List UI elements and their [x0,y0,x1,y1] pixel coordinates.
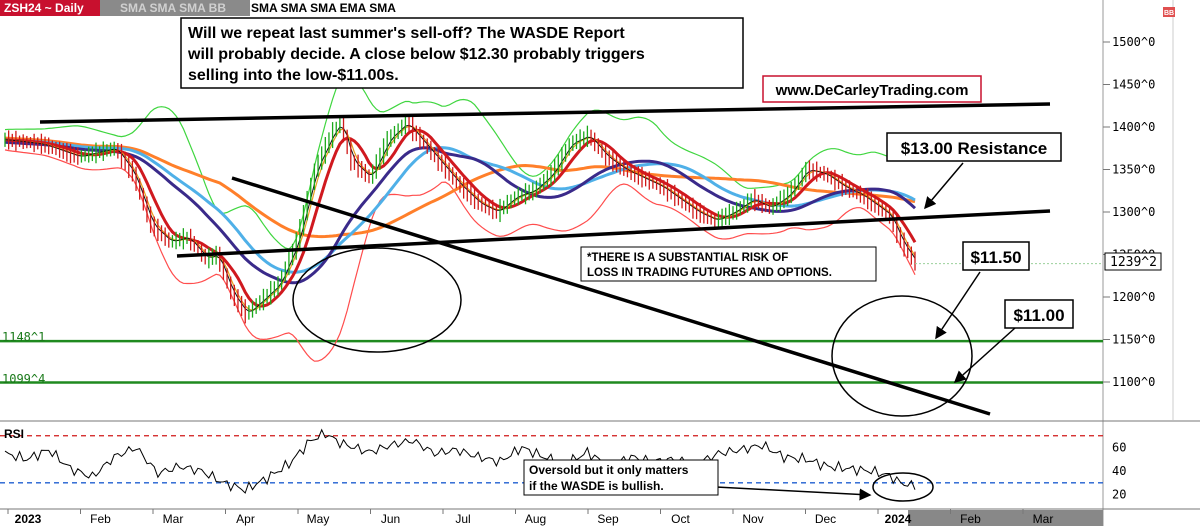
time-tick-label: 2023 [15,512,42,526]
time-tick-label: Jun [381,512,400,526]
future-time-band [908,510,1103,526]
rsi-tick-label: 60 [1112,441,1126,455]
rsi-label: RSI [4,427,24,441]
last-price-tag-box [1104,252,1162,271]
price-tick-label: 1350^0 [1112,163,1155,177]
price-tick-label: 1100^0 [1112,375,1155,389]
price-tick-label: 1450^0 [1112,78,1155,92]
headline-line-2: will probably decide. A close below $12.… [187,46,645,63]
price-tick-label: 1200^0 [1112,290,1155,304]
headline-box [180,17,744,89]
ema-line [4,140,917,285]
corner-badge-text: BB [1164,10,1174,17]
headline-line-3: selling into the low-$11.00s. [188,67,399,84]
indicator-list-gray: SMA SMA SMA BB [120,1,226,15]
time-tick-label: Nov [742,512,763,526]
website-link[interactable]: www.DeCarleyTrading.com [775,82,969,99]
time-tick-label: 2024 [885,512,912,526]
grid-layer [0,339,1103,384]
support-level-2-label: 1099^4 [2,372,45,386]
time-tick-label: Aug [525,512,546,526]
indicator-bands [4,72,916,362]
upper-band-line [4,72,916,250]
rsi-tick-label: 20 [1112,488,1126,502]
symbol-badge[interactable] [0,0,100,16]
rsi-line [4,428,916,494]
risk-disclaimer-box [580,246,877,282]
price-tick-label: 1500^0 [1112,35,1155,49]
rsi-tick-label: 40 [1112,464,1126,478]
symbol-label: ZSH24 ~ Daily [4,1,84,15]
lower-channel-line [176,209,1051,258]
risk-disclaimer-line-2: LOSS IN TRADING FUTURES AND OPTIONS. [587,267,832,279]
price-tick-label: 1400^0 [1112,120,1155,134]
target-circle [831,295,973,417]
time-tick-label: Mar [1033,512,1054,526]
support-level-1-label: 1148^1 [2,330,45,344]
rsi-circle [872,472,934,502]
corner-badge-box [1163,7,1175,17]
time-tick-label: Feb [960,512,981,526]
bottom-circle [292,247,462,353]
price-tick-label: 1150^0 [1112,333,1155,347]
last-price-tag: 1239^2 [1110,255,1157,270]
oversold-note-line-1: Oversold but it only matters [529,463,689,477]
risk-disclaimer-line-1: *THERE IS A SUBSTANTIAL RISK OF [587,252,788,264]
resistance-box [886,132,1062,162]
oversold-note-line-2: if the WASDE is bullish. [529,479,664,493]
time-tick-label: Apr [236,512,255,526]
oversold-note-box [523,459,719,496]
axis-labels: 1500^01450^01400^01350^01300^01250^01200… [7,35,1155,526]
down-trend-line [231,176,991,416]
website-box[interactable] [762,75,982,103]
time-tick-label: Sep [597,512,619,526]
oversold-arrow [715,486,872,501]
indicator-list-black: SMA SMA SMA EMA SMA [251,1,396,15]
resistance-arrow [924,162,964,210]
upper-channel-line [39,102,1051,124]
target-2-box [1004,299,1074,329]
target-2-label: $11.00 [1013,306,1064,325]
target-1-arrow [935,271,981,340]
time-tick-label: Dec [815,512,836,526]
target-2-arrow [953,327,1016,384]
time-tick-label: Jul [455,512,470,526]
time-tick-label: Oct [671,512,690,526]
time-tick-label: Feb [90,512,111,526]
time-tick-label: Mar [163,512,184,526]
time-tick-label: May [307,512,330,526]
target-1-box [962,241,1030,271]
headline-line-1: Will we repeat last summer's sell-off? T… [188,25,625,42]
lower-band-line [4,149,916,362]
resistance-label: $13.00 Resistance [901,139,1048,158]
price-tick-label: 1300^0 [1112,205,1155,219]
price-series [4,114,1103,324]
target-1-label: $11.50 [970,248,1021,267]
